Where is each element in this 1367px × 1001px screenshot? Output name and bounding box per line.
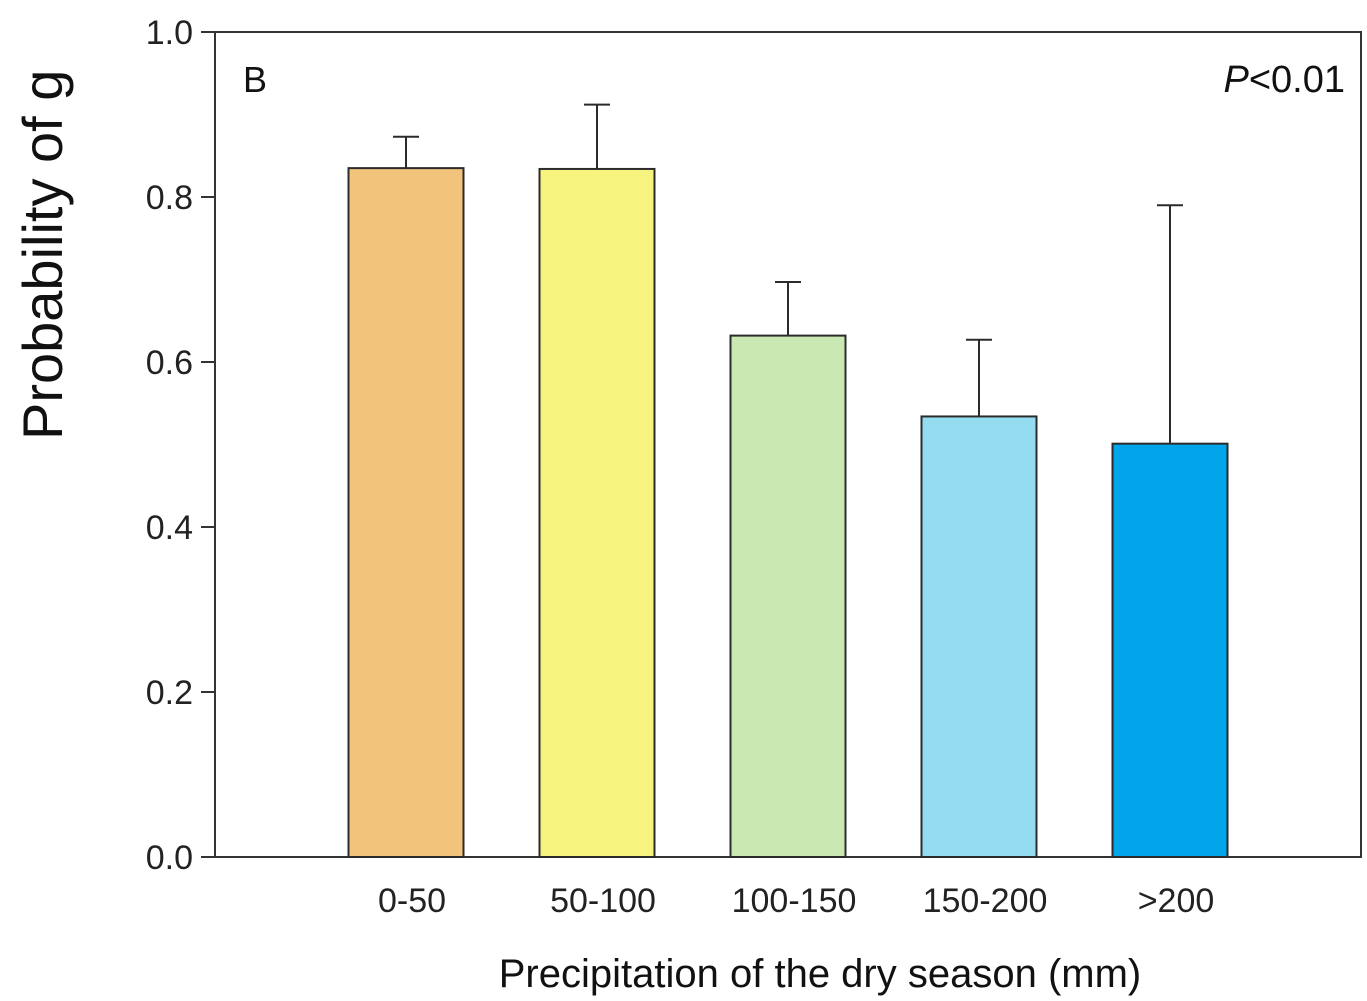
x-tick-label: 0-50	[378, 882, 446, 920]
y-tick-label: 0.6	[146, 344, 193, 382]
x-tick-label: >200	[1138, 882, 1215, 920]
p-value-threshold: <0.01	[1249, 59, 1345, 101]
bar	[347, 167, 465, 858]
y-tick-label: 0.8	[146, 179, 193, 217]
y-axis: 0.0 0.2 0.4 0.6 0.8 1.0	[146, 14, 215, 877]
bar	[538, 167, 656, 858]
p-value-annotation: P<0.01	[1223, 59, 1345, 101]
p-value-symbol: P	[1223, 59, 1249, 101]
panel-label: B	[243, 59, 267, 100]
x-tick-label: 100-150	[732, 882, 857, 920]
x-axis: 0-50 50-100 100-150 150-200 >200	[378, 882, 1214, 920]
x-tick-label: 150-200	[923, 882, 1048, 920]
x-axis-title: Precipitation of the dry season (mm)	[499, 952, 1141, 996]
bars-group	[347, 103, 1229, 859]
y-tick-label: 0.2	[146, 674, 193, 712]
y-tick-label: 0.0	[146, 839, 193, 877]
y-tick-label: 1.0	[146, 14, 193, 52]
bar	[920, 415, 1038, 858]
x-tick-label: 50-100	[550, 882, 656, 920]
bar	[1111, 442, 1229, 858]
y-axis-title: Probability of g	[11, 70, 74, 440]
bar	[729, 334, 847, 859]
y-tick-label: 0.4	[146, 509, 193, 547]
